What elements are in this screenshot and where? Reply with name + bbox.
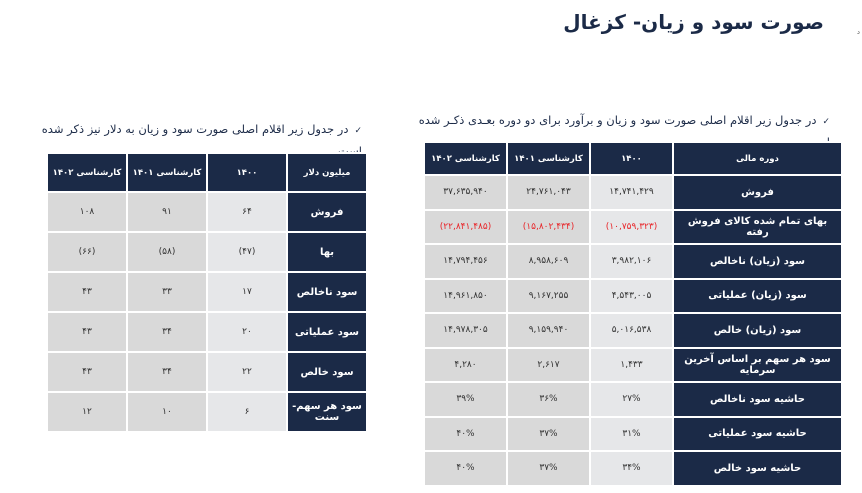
row-label: سود عملیاتی [288,313,366,351]
table-row: حاشیه سود عملیاتی ۳۱% ۳۷% ۴۰% [425,417,841,450]
row-label: حاشیه سود عملیاتی [674,417,841,450]
cell-1402: ۱۰۸ [48,193,126,231]
row-label: سود خالص [288,353,366,391]
row-label: سود هر سهم بر اساس آخرین سرمایه [674,348,841,381]
cell-1401: ۹,۱۵۹,۹۴۰ [508,314,589,347]
cell-1402: ۳۷,۶۳۵,۹۴۰ [425,176,506,209]
cell-1402: (۲۲,۸۴۱,۴۸۵) [425,210,506,243]
cell-1400: ۱۷ [208,273,286,311]
table-row: سود (زیان) عملیاتی ۴,۵۴۳,۰۰۵ ۹,۱۶۷,۲۵۵ ۱… [425,279,841,312]
left-bullet-note: ✓در جدول زیر اقلام اصلی صورت سود و زیان … [22,119,362,161]
cell-1400: ۲۲ [208,353,286,391]
table-row: سود خالص ۲۲ ۳۴ ۴۳ [48,353,366,391]
table-row: سود هر سهم بر اساس آخرین سرمایه ۱,۴۳۳ ۲,… [425,348,841,381]
cell-1402: ۱۲ [48,393,126,431]
header-1402: کارشناسی ۱۴۰۲ [425,143,506,174]
cell-1400: ۵,۰۱۶,۵۳۸ [591,314,672,347]
row-label: سود هر سهم- سنت [288,393,366,431]
header-1401: کارشناسی ۱۴۰۱ [508,143,589,174]
cell-1402: ۴۳ [48,273,126,311]
row-label: بهای تمام شده کالای فروش رفته [674,210,841,243]
cell-1402: ۴۳ [48,313,126,351]
row-label: حاشیه سود خالص [674,452,841,485]
corner-mark: د [856,28,860,36]
cell-1402: ۳۹% [425,383,506,416]
cell-1401: (۵۸) [128,233,206,271]
table-row: فروش ۱۴,۷۴۱,۴۲۹ ۲۴,۷۶۱,۰۴۳ ۳۷,۶۳۵,۹۴۰ [425,176,841,209]
header-period: دوره مالی [674,143,841,174]
header-million-usd: میلیون دلار [288,154,366,191]
table-row: سود هر سهم- سنت ۶ ۱۰ ۱۲ [48,393,366,431]
cell-1400: (۱۰,۷۵۹,۳۲۳) [591,210,672,243]
cell-1400: ۳۱% [591,417,672,450]
cell-1400: ۳,۹۸۲,۱۰۶ [591,245,672,278]
cell-1400: ۳۴% [591,452,672,485]
cell-1401: ۲,۶۱۷ [508,348,589,381]
row-label: فروش [674,176,841,209]
table-row: سود (زیان) خالص ۵,۰۱۶,۵۳۸ ۹,۱۵۹,۹۴۰ ۱۴,۹… [425,314,841,347]
header-1400: ۱۴۰۰ [591,143,672,174]
cell-1401: ۹۱ [128,193,206,231]
cell-1400: (۴۷) [208,233,286,271]
checkmark-icon: ✓ [354,126,362,136]
cell-1401: ۳۶% [508,383,589,416]
cell-1400: ۲۰ [208,313,286,351]
cell-1402: ۱۴,۹۶۱,۸۵۰ [425,279,506,312]
cell-1402: ۱۴,۹۷۸,۳۰۵ [425,314,506,347]
cell-1402: ۴۰% [425,452,506,485]
cell-1400: ۲۷% [591,383,672,416]
checkmark-icon: ✓ [822,117,830,127]
cell-1401: ۱۰ [128,393,206,431]
income-statement-table: دوره مالی ۱۴۰۰ کارشناسی ۱۴۰۱ کارشناسی ۱۴… [423,141,843,487]
row-label: حاشیه سود ناخالص [674,383,841,416]
table-row: سود ناخالص ۱۷ ۳۳ ۴۳ [48,273,366,311]
table-row: حاشیه سود خالص ۳۴% ۳۷% ۴۰% [425,452,841,485]
row-label: فروش [288,193,366,231]
usd-summary-table: میلیون دلار ۱۴۰۰ کارشناسی ۱۴۰۱ کارشناسی … [46,152,368,433]
table-row: فروش ۶۴ ۹۱ ۱۰۸ [48,193,366,231]
row-label: سود (زیان) ناخالص [674,245,841,278]
row-label: سود ناخالص [288,273,366,311]
cell-1401: (۱۵,۸۰۲,۴۳۴) [508,210,589,243]
cell-1402: ۴,۲۸۰ [425,348,506,381]
cell-1402: (۶۶) [48,233,126,271]
table-row: سود (زیان) ناخالص ۳,۹۸۲,۱۰۶ ۸,۹۵۸,۶۰۹ ۱۴… [425,245,841,278]
cell-1400: ۱۴,۷۴۱,۴۲۹ [591,176,672,209]
table-row: سود عملیاتی ۲۰ ۳۴ ۴۳ [48,313,366,351]
table-row: حاشیه سود ناخالص ۲۷% ۳۶% ۳۹% [425,383,841,416]
cell-1401: ۳۷% [508,417,589,450]
cell-1402: ۴۳ [48,353,126,391]
table-header-row: دوره مالی ۱۴۰۰ کارشناسی ۱۴۰۱ کارشناسی ۱۴… [425,143,841,174]
row-label: سود (زیان) خالص [674,314,841,347]
cell-1400: ۶ [208,393,286,431]
cell-1402: ۱۴,۷۹۴,۴۵۶ [425,245,506,278]
page-title: صورت سود و زیان- کزغال [563,10,824,34]
cell-1401: ۹,۱۶۷,۲۵۵ [508,279,589,312]
table-row: بهای تمام شده کالای فروش رفته (۱۰,۷۵۹,۳۲… [425,210,841,243]
cell-1401: ۲۴,۷۶۱,۰۴۳ [508,176,589,209]
cell-1401: ۸,۹۵۸,۶۰۹ [508,245,589,278]
header-1400: ۱۴۰۰ [208,154,286,191]
cell-1400: ۶۴ [208,193,286,231]
row-label: بها [288,233,366,271]
cell-1401: ۳۳ [128,273,206,311]
cell-1401: ۳۴ [128,313,206,351]
header-1401: کارشناسی ۱۴۰۱ [128,154,206,191]
cell-1400: ۴,۵۴۳,۰۰۵ [591,279,672,312]
cell-1400: ۱,۴۳۳ [591,348,672,381]
cell-1402: ۴۰% [425,417,506,450]
table-row: بها (۴۷) (۵۸) (۶۶) [48,233,366,271]
cell-1401: ۳۴ [128,353,206,391]
cell-1401: ۳۷% [508,452,589,485]
table-header-row: میلیون دلار ۱۴۰۰ کارشناسی ۱۴۰۱ کارشناسی … [48,154,366,191]
row-label: سود (زیان) عملیاتی [674,279,841,312]
header-1402: کارشناسی ۱۴۰۲ [48,154,126,191]
